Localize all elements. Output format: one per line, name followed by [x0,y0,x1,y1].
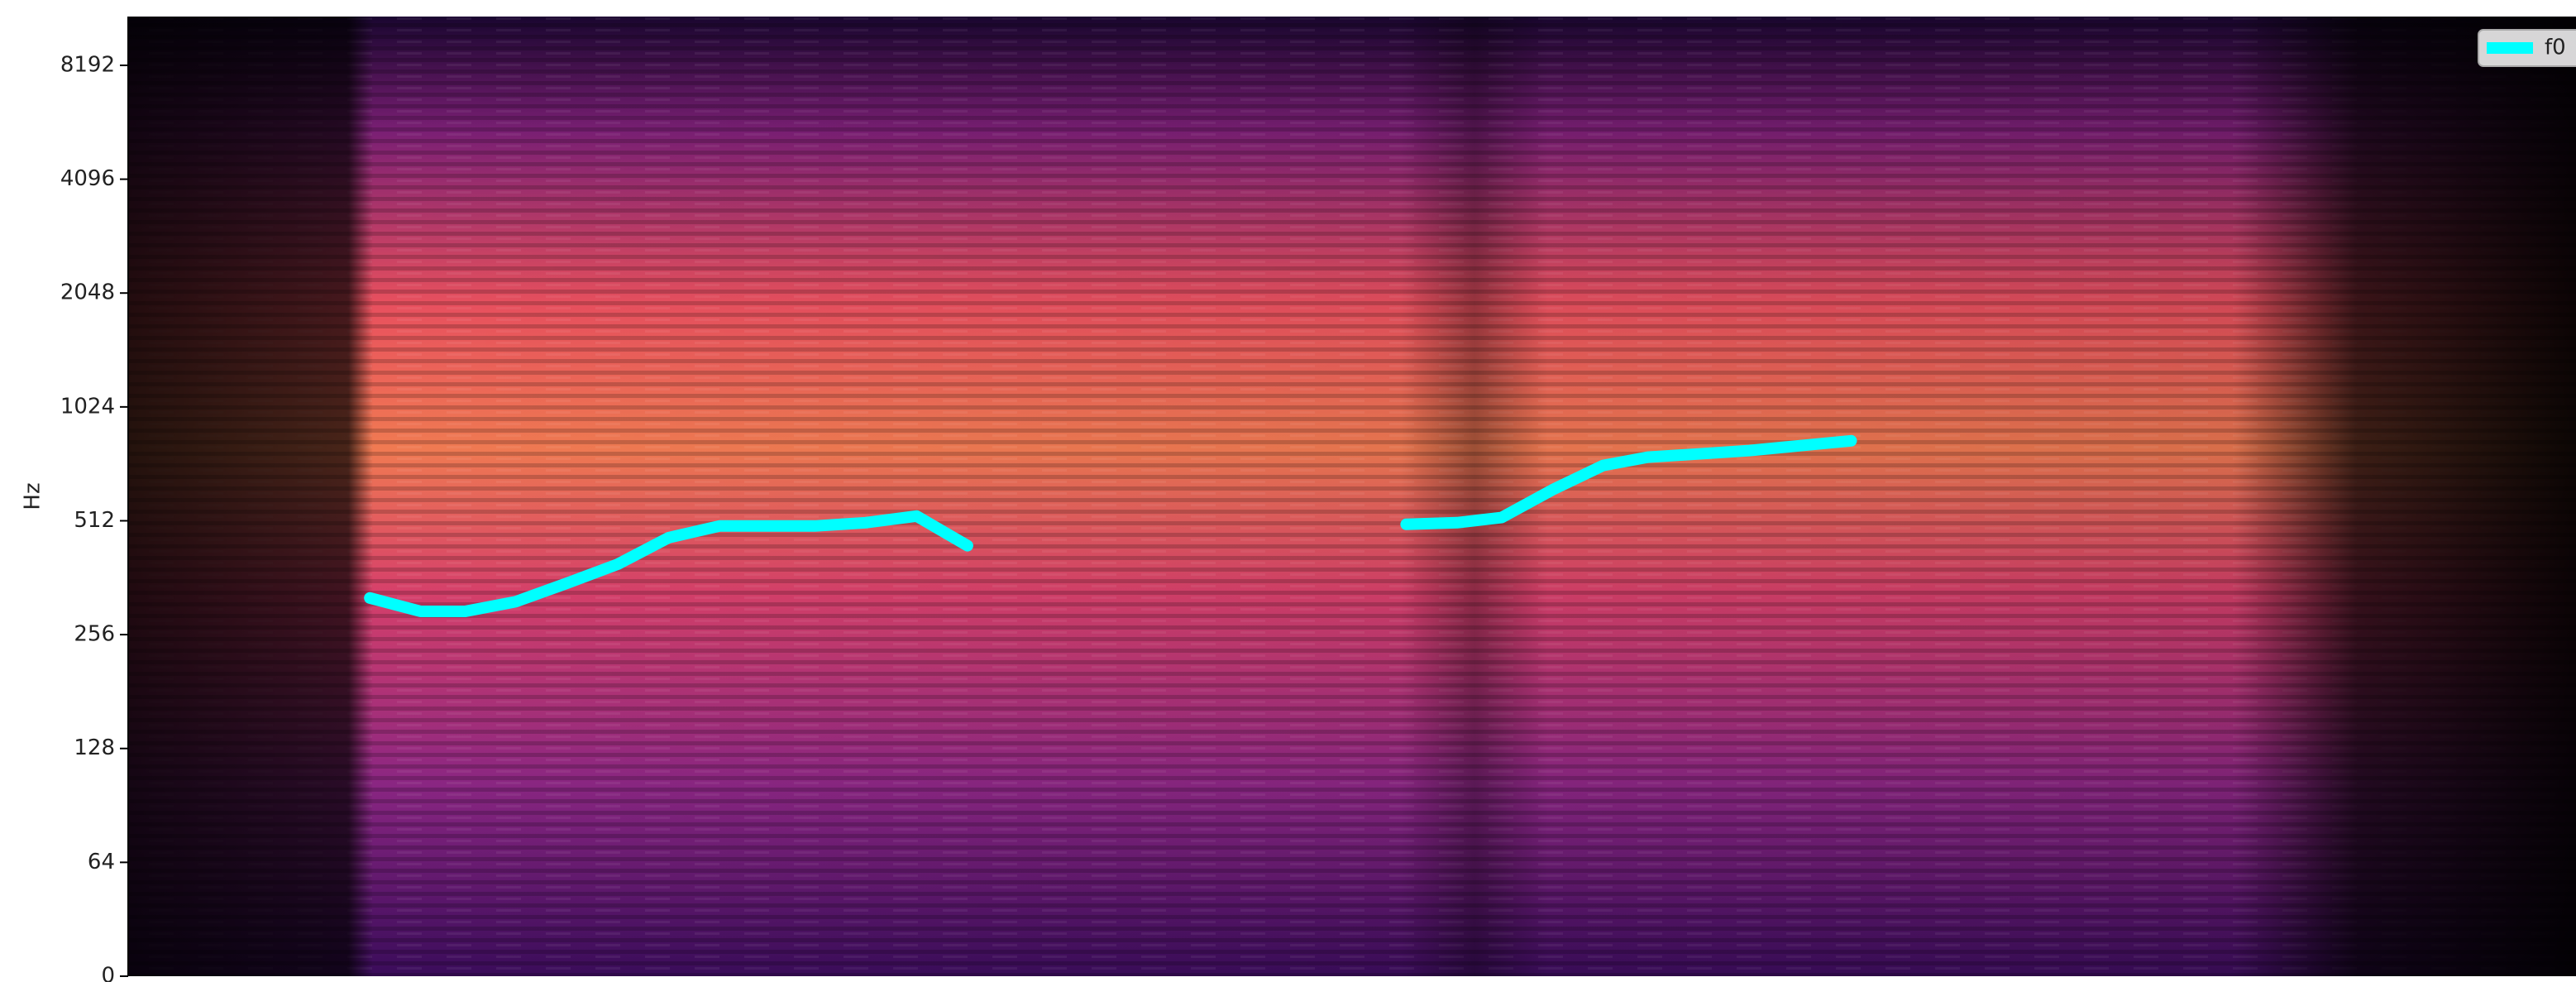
y-tick-label: 8192 [60,52,115,77]
y-tick-label: 128 [74,735,115,760]
y-tick-label: 512 [74,508,115,533]
y-tick-label: 4096 [60,166,115,191]
y-tick-label: 64 [88,850,115,874]
y-tick-label: 256 [74,622,115,647]
y-tick-label: 0 [101,964,115,982]
y-axis-label: Hz [21,482,45,510]
y-tick-label: 1024 [60,394,115,419]
y-tick-label: 2048 [60,280,115,305]
spectrogram [128,17,2576,976]
legend-label: f0 [2545,36,2566,60]
chart: Hz 0 64 128 256 512 1024 2048 4096 8192 f0 [0,0,2576,982]
